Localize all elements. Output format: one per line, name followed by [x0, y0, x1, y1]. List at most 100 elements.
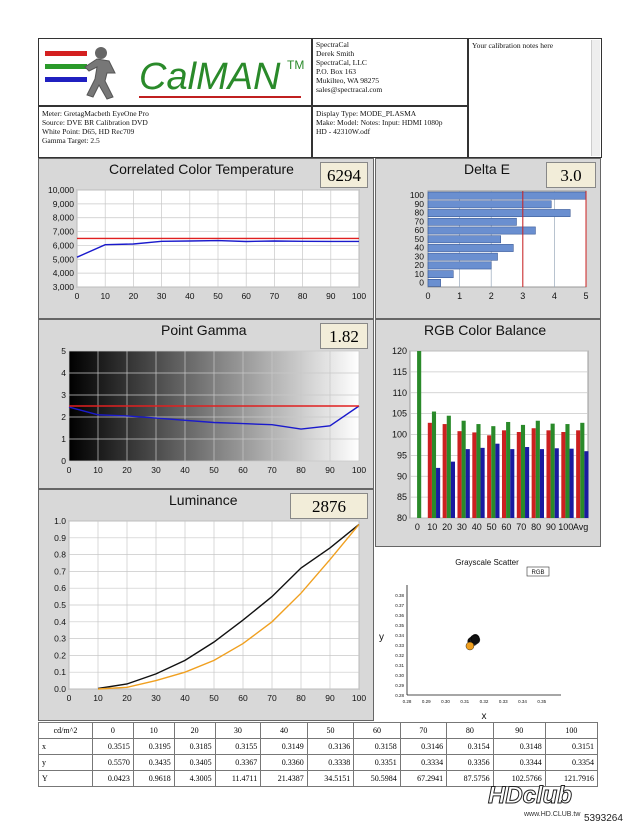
table-row: x 0.3515 0.3195 0.3185 0.3155 0.3149 0.3136 0.3…	[38, 738, 599, 755]
x-tick-label: 30	[151, 693, 161, 703]
deltae-bar	[427, 200, 552, 209]
x-tick-label: 10	[427, 522, 437, 532]
cct-value: 6294	[320, 162, 368, 188]
x-tick-label: 10	[93, 693, 103, 703]
series-line-0	[68, 405, 360, 430]
x-tick-label: 20	[122, 693, 132, 703]
x-tick-label: 0	[67, 693, 72, 703]
notes-scrollbar[interactable]	[591, 40, 600, 156]
rgb-bar	[487, 435, 492, 518]
company-line: Mukilteo, WA 98275	[316, 76, 379, 85]
x-tick-label: 40	[472, 522, 482, 532]
x-tick-label: 60	[238, 465, 248, 475]
y-tick-label: 0.32	[395, 653, 404, 658]
luminance-panel: Luminance 2876 1.0 0.9 0.8 0.7 0.6 0.5 0.4 0.3 0…	[38, 489, 374, 721]
table-cell: 21.4387	[260, 770, 308, 787]
y-tick-label: 20	[415, 260, 425, 270]
rgb-bar	[480, 447, 485, 518]
y-tick-label: 0.37	[395, 603, 404, 608]
y-tick-label: 0.0	[54, 684, 66, 694]
y-tick-label: 110	[393, 388, 407, 398]
rgb-bar	[436, 467, 441, 518]
rgb-bar	[535, 420, 540, 518]
table-cell: 0.3195	[132, 738, 175, 755]
x-tick-label: 0	[425, 291, 430, 301]
display-line: HD - 42310W.odf	[316, 127, 371, 136]
x-tick-label: 0.31	[460, 699, 469, 704]
y-tick-label: 3	[61, 390, 66, 400]
table-cell: 67.2941	[399, 770, 448, 787]
x-tick-label: 30	[457, 522, 467, 532]
rgb-bar	[461, 420, 466, 518]
x-tick-label: 0.35	[537, 699, 546, 704]
x-tick-label: 70	[270, 291, 280, 301]
rgb-bar	[561, 431, 566, 518]
meter-line: Gamma Target: 2.5	[42, 136, 100, 145]
table-header-cell: cd/m^2	[38, 722, 93, 739]
table-cell: 0.0423	[92, 770, 134, 787]
series-line-0	[76, 239, 359, 258]
y-tick-label: 0.30	[395, 673, 404, 678]
gamma-value: 1.82	[320, 323, 368, 349]
rgb-bar	[465, 449, 470, 518]
watermark-brand: HDclub	[488, 782, 573, 810]
table-cell: 121.7916	[544, 770, 599, 787]
y-tick-label: 85	[397, 492, 407, 502]
meter-line: Meter: GretagMacbeth EyeOne Pro	[42, 109, 149, 118]
rgb-bar	[491, 426, 496, 518]
table-header-cell: 100	[544, 722, 599, 739]
y-tick-label: 0.38	[395, 593, 404, 598]
x-tick-label: 0.33	[499, 699, 508, 704]
deltae-bar	[427, 191, 587, 200]
table-cell: 11.4711	[214, 770, 262, 787]
x-tick-label: 70	[267, 693, 277, 703]
rgb-title: RGB Color Balance	[424, 322, 547, 338]
y-tick-label: 4	[61, 368, 66, 378]
table-header-cell: 40	[260, 722, 308, 739]
table-cell: 0.3155	[214, 738, 262, 755]
y-tick-label: 3,000	[53, 282, 75, 292]
y-tick-label: 40	[415, 243, 425, 253]
y-tick-label: 0.31	[395, 663, 404, 668]
table-cell: 0.5570	[92, 754, 134, 771]
display-box: Display Type: MODE_PLASMA Make: Model: No…	[312, 106, 468, 158]
y-tick-label: 7,000	[53, 227, 75, 237]
rgb-bar	[476, 424, 481, 518]
table-cell: 0.3356	[446, 754, 494, 771]
rgb-bar	[565, 424, 570, 518]
y-tick-label: 80	[397, 513, 407, 523]
table-cell: 0.3185	[173, 738, 216, 755]
x-axis-label: x	[482, 711, 487, 721]
y-tick-label: 0.8	[54, 550, 66, 560]
rgb-bar	[501, 430, 507, 518]
table-cell: 0.3149	[260, 738, 308, 755]
rgb-bar	[417, 351, 422, 518]
x-tick-label: 0.29	[422, 699, 431, 704]
y-tick-label: 0.2	[54, 650, 66, 660]
y-tick-label: 0.1	[54, 667, 66, 677]
x-tick-label: 60	[241, 291, 251, 301]
data-table: cd/m^2 0 10 20 30 40 50 60 70 80 90 100 x 0.3515 0.319…	[38, 722, 599, 787]
cct-panel: Correlated Color Temperature 6294 10,000…	[38, 158, 374, 319]
deltae-value: 3.0	[546, 162, 596, 188]
x-tick-label: 50	[209, 693, 219, 703]
scatter-point	[470, 635, 480, 644]
table-header-cell: 70	[399, 722, 448, 739]
y-tick-label: 50	[415, 234, 425, 244]
table-cell: 0.3154	[446, 738, 494, 755]
x-tick-label: Avg	[573, 522, 588, 532]
x-tick-label: 90	[325, 465, 335, 475]
table-header-cell: 50	[306, 722, 355, 739]
table-cell: 0.3146	[399, 738, 448, 755]
x-tick-label: 60	[238, 693, 248, 703]
x-tick-label: 70	[516, 522, 526, 532]
x-tick-label: 30	[151, 465, 161, 475]
rgb-bar	[569, 448, 574, 518]
y-tick-label: 0.4	[54, 617, 66, 627]
table-cell: 0.3338	[306, 754, 355, 771]
x-tick-label: 40	[180, 693, 190, 703]
table-cell: 0.3148	[492, 738, 546, 755]
deltae-title: Delta E	[464, 161, 510, 177]
x-tick-label: 5	[583, 291, 588, 301]
meter-line: Source: DVE BR Calibration DVD	[42, 118, 148, 127]
